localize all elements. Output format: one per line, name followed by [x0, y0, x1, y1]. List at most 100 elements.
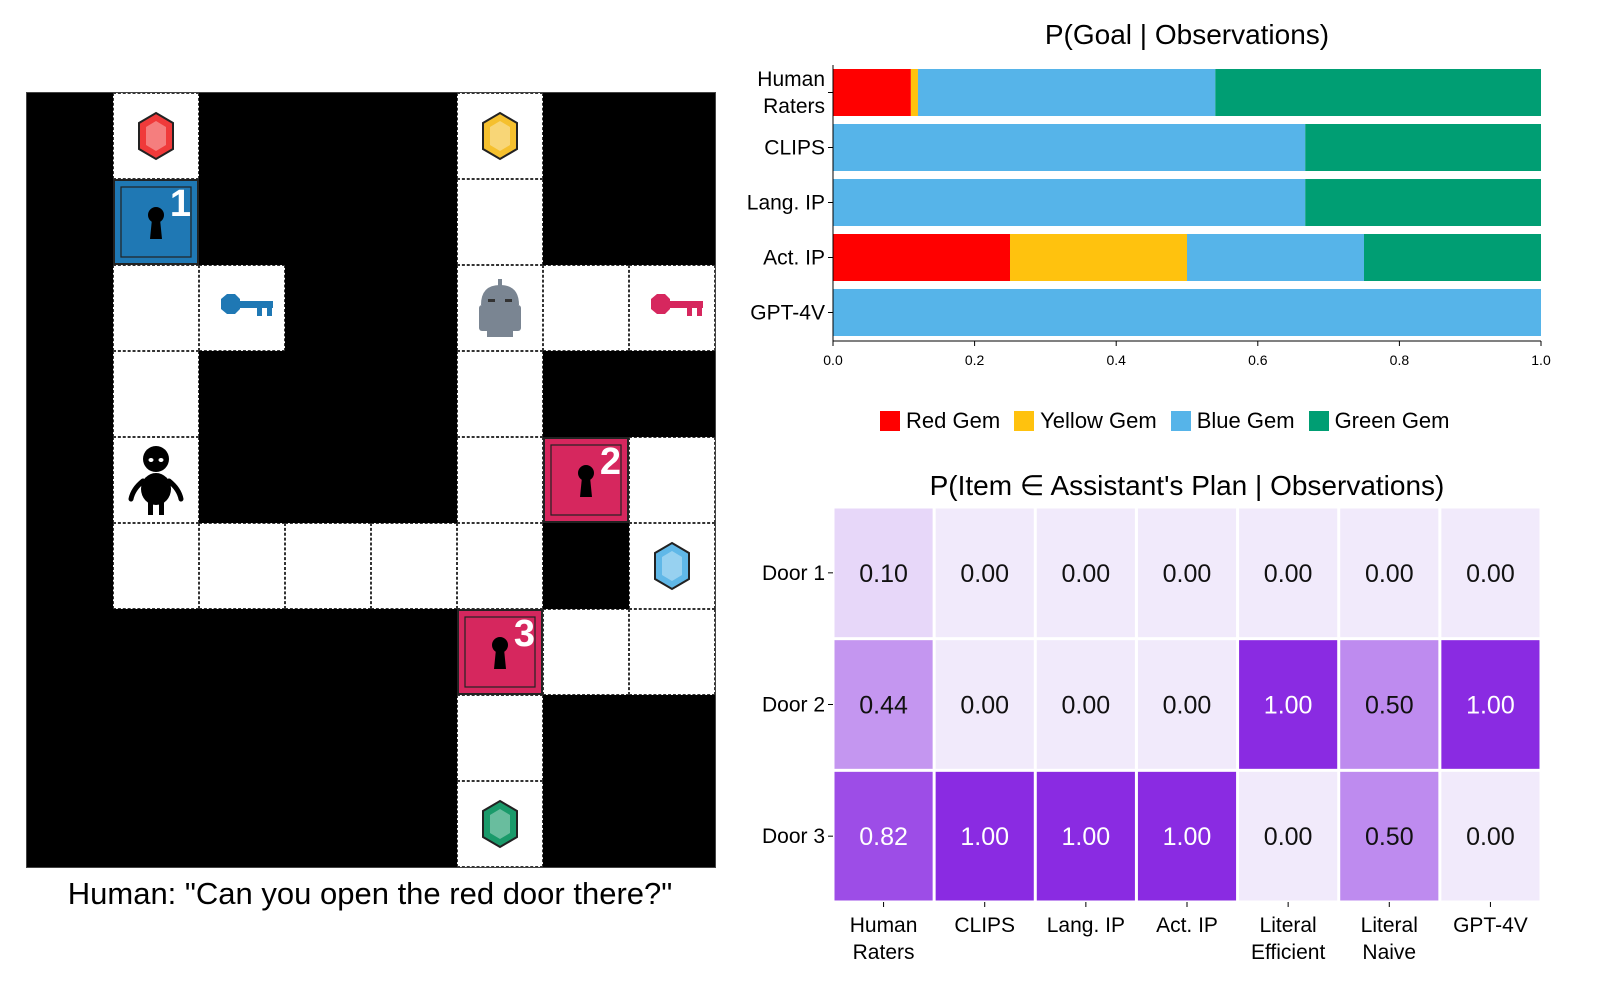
keyhole-icon	[578, 465, 594, 497]
legend-swatch	[1014, 411, 1035, 431]
floor-cell	[457, 523, 543, 609]
bar-segment	[1364, 234, 1541, 281]
heatmap-value-label: 0.00	[1163, 692, 1212, 720]
heatmap-cell	[1036, 640, 1135, 769]
gridworld-map: 1 2 3	[26, 92, 716, 868]
bar-segment	[1010, 234, 1187, 281]
heatmap-cell	[1239, 640, 1338, 769]
heatmap-cell	[834, 771, 933, 901]
heatmap-value-label: 0.00	[960, 692, 1009, 720]
bar-segment	[917, 69, 1216, 116]
heatmap-cell	[1441, 640, 1540, 769]
blue-key-icon	[199, 265, 285, 351]
heatmap-value-label: 0.44	[859, 692, 908, 720]
column-label: Lang. IP	[1047, 914, 1125, 937]
heatmap-value-label: 0.50	[1365, 823, 1414, 851]
floor-cell	[199, 523, 285, 609]
floor-cell	[113, 351, 199, 437]
bar-segment	[833, 179, 1306, 226]
heatmap-value-label: 0.00	[960, 560, 1009, 588]
y-tick-label: Act. IP	[763, 247, 825, 270]
x-tick-label: 1.0	[1531, 352, 1551, 368]
red-gem-icon	[113, 93, 199, 179]
heatmap-cell	[1441, 771, 1540, 901]
door-1: 1	[113, 179, 199, 265]
heatmap-cell	[935, 640, 1034, 769]
heatmap-value-label: 1.00	[1163, 823, 1212, 851]
door-number: 1	[169, 183, 191, 225]
x-tick-label: 0.0	[823, 352, 843, 368]
column-label: Literal Efficient	[1251, 914, 1325, 964]
heatmap-cell	[1239, 508, 1338, 638]
yellow-gem-icon	[457, 93, 543, 179]
gridworld-caption: Human: "Can you open the red door there?…	[67, 876, 673, 911]
door-2: 2	[543, 437, 629, 523]
legend-item: Yellow Gem	[1014, 408, 1157, 434]
column-label: Human Raters	[850, 914, 918, 964]
floor-cell	[543, 609, 629, 695]
bar-chart-title: P(Goal | Observations)	[1045, 19, 1329, 50]
legend-item: Blue Gem	[1170, 408, 1295, 434]
floor-cell	[629, 609, 715, 695]
heatmap-value-label: 0.82	[859, 823, 908, 851]
floor-cell	[629, 437, 715, 523]
human-icon	[113, 437, 199, 523]
legend-item: Red Gem	[880, 408, 1000, 434]
legend-label: Yellow Gem	[1040, 408, 1157, 433]
heatmap-value-label: 0.10	[859, 560, 908, 588]
bar-segment	[1305, 179, 1541, 226]
keyhole-icon	[148, 207, 164, 239]
heatmap-value-label: 0.00	[1062, 692, 1111, 720]
heatmap-value-label: 1.00	[1062, 823, 1111, 851]
heatmap-cell	[1239, 771, 1338, 901]
column-label: Act. IP	[1156, 914, 1218, 937]
heatmap-value-label: 0.00	[1365, 560, 1414, 588]
heatmap-value-label: 0.00	[1466, 823, 1515, 851]
legend-swatch	[1170, 411, 1191, 431]
heatmap-cell	[1137, 640, 1237, 769]
floor-cell	[113, 523, 199, 609]
floor-cell	[457, 351, 543, 437]
legend-label: Blue Gem	[1196, 408, 1295, 433]
y-tick-label: GPT-4V	[750, 302, 825, 325]
floor-cell	[543, 265, 629, 351]
heatmap-value-label: 0.50	[1365, 692, 1414, 720]
legend-label: Red Gem	[906, 408, 1001, 433]
bar-segment	[833, 69, 911, 116]
floor-cell	[457, 179, 543, 265]
heatmap-value-label: 0.00	[1264, 823, 1313, 851]
floor-cell	[371, 523, 457, 609]
heatmap-value-label: 0.00	[1163, 560, 1212, 588]
heatmap-value-label: 0.00	[1062, 560, 1111, 588]
door-number: 3	[513, 613, 535, 655]
floor-cell	[457, 437, 543, 523]
door-plan-heatmap: P(Item ∈ Assistant's Plan | Observations…	[762, 470, 1540, 964]
bar-segment	[833, 234, 1010, 281]
heatmap-value-label: 1.00	[1264, 692, 1313, 720]
y-tick-label: Human Raters	[757, 68, 825, 118]
row-label: Door 2	[762, 694, 825, 717]
heatmap-cell	[1340, 771, 1439, 901]
legend-swatch	[880, 411, 900, 431]
bar-segment	[1215, 69, 1541, 116]
column-label: Literal Naive	[1361, 914, 1418, 964]
heatmap-cell	[1036, 771, 1135, 901]
heatmap-cell	[1036, 508, 1135, 638]
heatmap-cell	[834, 640, 933, 769]
x-tick-label: 0.2	[965, 352, 985, 368]
heatmap-value-label: 1.00	[1466, 692, 1515, 720]
heatmap-title: P(Item ∈ Assistant's Plan | Observations…	[930, 470, 1445, 501]
door-number: 2	[599, 441, 621, 483]
legend-swatch	[1308, 411, 1329, 431]
x-tick-label: 0.4	[1106, 352, 1126, 368]
keyhole-icon	[492, 637, 508, 669]
y-tick-label: CLIPS	[764, 137, 825, 160]
heatmap-value-label: 0.00	[1466, 560, 1515, 588]
heatmap-value-label: 1.00	[960, 823, 1009, 851]
bar-segment	[1305, 124, 1541, 171]
x-tick-label: 0.6	[1248, 352, 1268, 368]
goal-legend: Red Gem Yellow Gem Blue Gem Green Gem	[880, 406, 1464, 436]
heatmap-cell	[1340, 640, 1439, 769]
legend-label: Green Gem	[1334, 408, 1450, 433]
floor-cell	[113, 265, 199, 351]
